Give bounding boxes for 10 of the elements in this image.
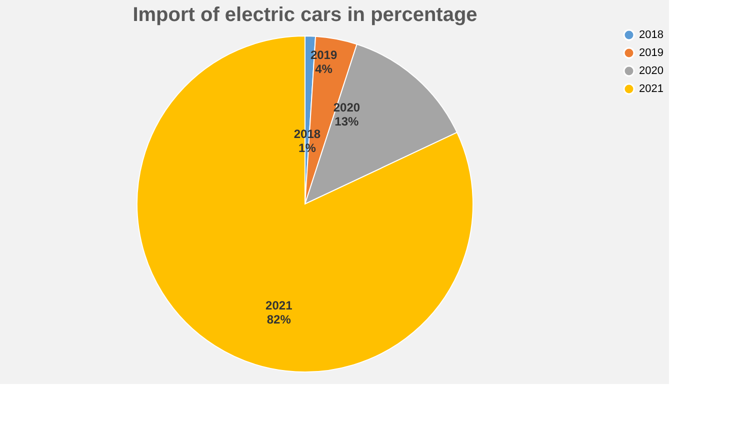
data-label: 82% (266, 312, 292, 327)
slice-label: 2021 (266, 298, 293, 313)
data-label: 4% (315, 62, 333, 76)
legend-label: 2021 (639, 83, 664, 95)
legend-label: 2019 (639, 47, 664, 59)
pie-slice (136, 36, 474, 372)
data-label: 13% (334, 114, 360, 129)
legend-label: 2018 (639, 29, 664, 41)
legend-label: 2020 (639, 65, 664, 77)
chart-title: Import of electric cars in percentage (132, 4, 478, 26)
